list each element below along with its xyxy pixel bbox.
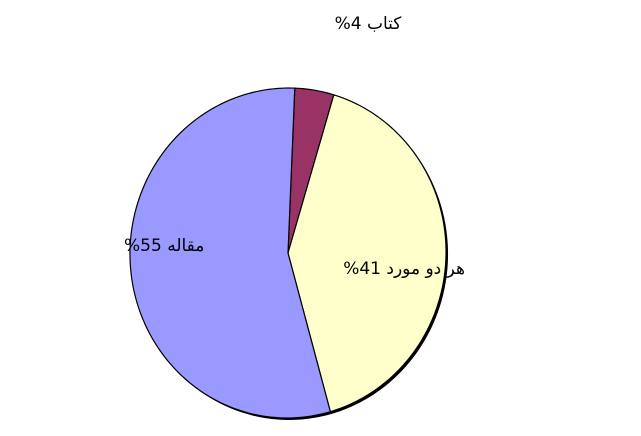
pie-labels: کتاب 4% هر دو مورد 41% مقاله 55% [124, 14, 465, 279]
pie-slice-3 [129, 87, 331, 419]
pie-slice-label-3: مقاله 55% [124, 236, 204, 256]
pie-slice-label-1: کتاب 4% [335, 14, 403, 34]
pie-slice-label-2: هر دو مورد 41% [343, 259, 465, 279]
pie-slice-2 [287, 94, 447, 413]
pie-slices [129, 87, 447, 419]
